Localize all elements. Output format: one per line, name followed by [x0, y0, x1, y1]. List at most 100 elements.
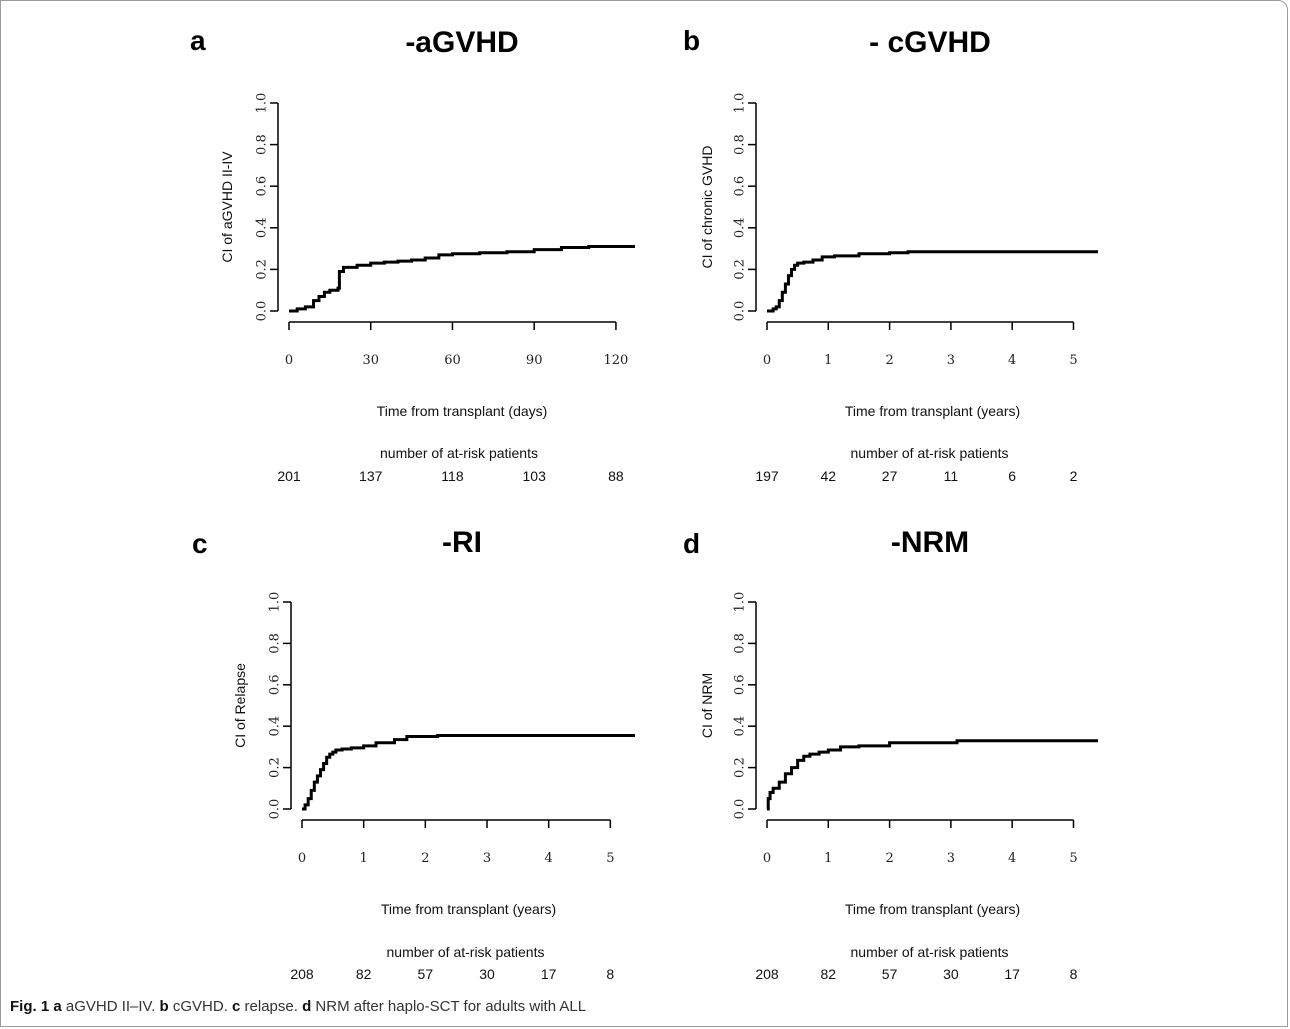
x-tick-label: 60 [444, 353, 461, 368]
y-tick-label: 0.0 [268, 799, 283, 820]
x-tick-label: 30 [362, 353, 379, 368]
y-tick-label: 0.6 [733, 176, 748, 197]
x-tick-label: 120 [604, 353, 629, 368]
x-tick-label: 1 [360, 851, 368, 866]
caption-text-d: NRM after haplo-SCT for adults with ALL [311, 998, 587, 1015]
risk-table-title: number of at-risk patients [851, 944, 1009, 960]
panel-letter: b [683, 25, 700, 56]
risk-count: 27 [882, 468, 898, 484]
y-tick-label: 0.0 [733, 799, 748, 820]
y-tick-label: 1.0 [268, 592, 283, 613]
chart-panel-d: d -NRM 0.0 0.2 0.4 0.6 0.8 1.0 CI of NRM 0 1 2 3 4 5 Ti… [683, 526, 1098, 982]
risk-count: 201 [277, 468, 301, 484]
risk-count: 82 [356, 966, 372, 982]
x-tick-label: 1 [824, 353, 832, 368]
x-tick-label: 3 [947, 353, 955, 368]
risk-table-title: number of at-risk patients [851, 445, 1009, 461]
chart-title: -aGVHD [405, 26, 518, 59]
y-tick-label: 0.4 [733, 217, 748, 238]
y-tick-label: 0.8 [733, 134, 748, 155]
y-tick-label: 0.6 [268, 674, 283, 695]
y-tick-label: 0.6 [733, 674, 748, 695]
risk-count: 17 [1004, 966, 1020, 982]
y-tick-label: 0.2 [733, 757, 748, 778]
y-tick-label: 0.2 [255, 259, 270, 280]
y-tick-label: 0.2 [733, 259, 748, 280]
x-tick-label: 0 [298, 851, 306, 866]
y-axis-title: CI of Relapse [232, 663, 248, 748]
caption-letter-b: b [159, 998, 169, 1015]
x-tick-label: 4 [545, 851, 553, 866]
risk-table-title: number of at-risk patients [387, 944, 545, 960]
x-axis-title: Time from transplant (days) [377, 403, 548, 419]
y-axis-title: CI of chronic GVHD [699, 146, 715, 269]
y-axis-title: CI of NRM [699, 673, 715, 738]
risk-table-title: number of at-risk patients [380, 445, 538, 461]
x-tick-label: 2 [421, 851, 429, 866]
figure-caption: Fig. 1 a aGVHD II–IV. b cGVHD. c relapse… [10, 998, 586, 1015]
y-tick-label: 0.0 [733, 301, 748, 322]
y-tick-label: 1.0 [733, 93, 748, 114]
risk-count: 11 [944, 468, 959, 484]
chart-panel-c: c -RI 0.0 0.2 0.4 0.6 0.8 1.0 CI of Relapse 0 1 2 3 4… [192, 526, 635, 982]
x-tick-label: 4 [1008, 353, 1016, 368]
risk-count: 57 [882, 966, 898, 982]
y-tick-label: 0.4 [255, 217, 270, 238]
risk-count: 6 [1008, 468, 1016, 484]
risk-count: 42 [821, 468, 837, 484]
y-tick-label: 0.4 [268, 716, 283, 737]
chart-panel-b: b - cGVHD 0.0 0.2 0.4 0.6 0.8 1.0 CI of chronic … [683, 25, 1098, 484]
y-tick-label: 0.4 [733, 716, 748, 737]
y-tick-label: 0.8 [255, 134, 270, 155]
series-curve [766, 739, 1098, 811]
x-tick-label: 5 [606, 851, 614, 866]
risk-count: 82 [821, 966, 837, 982]
risk-count: 118 [441, 468, 464, 484]
chart-title: -RI [442, 526, 482, 559]
panel-letter: d [683, 528, 700, 559]
caption-letter-a: a [53, 998, 62, 1015]
y-tick-label: 0.8 [268, 633, 283, 654]
panel-letter: a [190, 25, 206, 56]
y-tick-label: 0.0 [255, 301, 270, 322]
y-tick-label: 1.0 [255, 93, 270, 114]
risk-count: 208 [755, 966, 779, 982]
risk-count: 30 [479, 966, 495, 982]
y-tick-label: 0.6 [255, 176, 270, 197]
x-tick-label: 2 [885, 353, 893, 368]
x-axis-title: Time from transplant (years) [845, 403, 1020, 419]
risk-count: 103 [523, 468, 547, 484]
caption-text-c: relapse. [240, 998, 303, 1015]
x-tick-label: 4 [1008, 851, 1016, 866]
risk-count: 17 [541, 966, 557, 982]
caption-fig-label: Fig. 1 [10, 998, 50, 1015]
risk-count: 8 [1070, 966, 1078, 982]
risk-count: 30 [943, 966, 959, 982]
caption-text-a: aGVHD II–IV. [61, 998, 160, 1015]
chart-panel-a: a -aGVHD 0.0 0.2 0.4 0.6 0.8 1.0 CI of aGVHD II-… [190, 25, 635, 484]
x-tick-label: 0 [285, 353, 293, 368]
y-tick-label: 0.2 [268, 757, 283, 778]
panel-letter: c [192, 528, 208, 559]
x-tick-label: 0 [763, 353, 771, 368]
x-tick-label: 5 [1069, 353, 1077, 368]
risk-count: 57 [418, 966, 434, 982]
caption-letter-d: d [302, 998, 312, 1015]
series-curve [289, 245, 635, 313]
risk-count: 88 [608, 468, 624, 484]
x-tick-label: 1 [824, 851, 832, 866]
y-tick-label: 1.0 [733, 592, 748, 613]
chart-title: - cGVHD [869, 26, 991, 59]
y-axis-title: CI of aGVHD II-IV [219, 151, 235, 263]
x-tick-label: 2 [885, 851, 893, 866]
x-tick-label: 0 [763, 851, 771, 866]
x-tick-label: 3 [947, 851, 955, 866]
caption-letter-c: c [232, 998, 241, 1015]
risk-count: 137 [359, 468, 383, 484]
x-axis-title: Time from transplant (years) [845, 901, 1020, 917]
caption-text-b: cGVHD. [168, 998, 233, 1015]
chart-title: -NRM [891, 526, 969, 559]
risk-count: 208 [290, 966, 314, 982]
